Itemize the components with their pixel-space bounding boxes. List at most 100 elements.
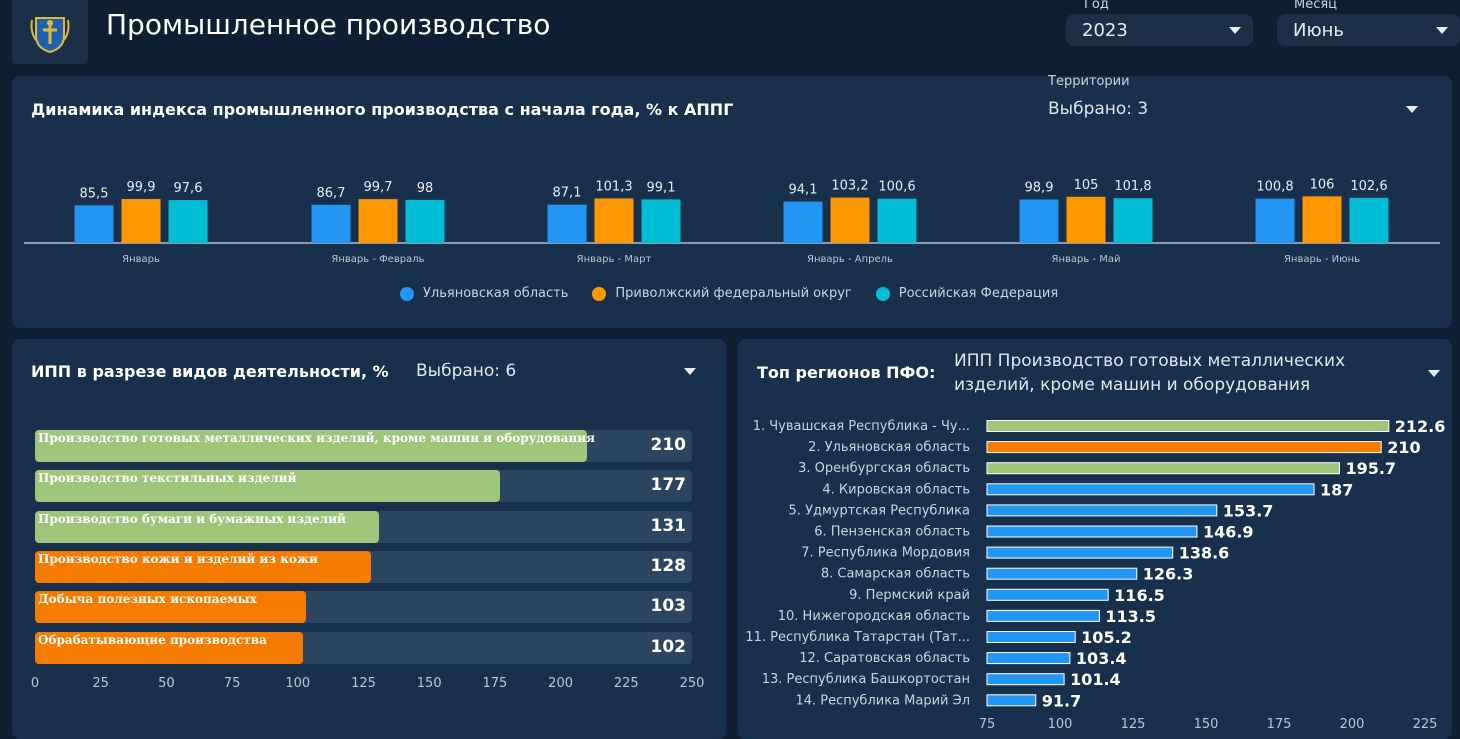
region-bar[interactable] xyxy=(986,441,1382,454)
region-bar[interactable] xyxy=(986,504,1218,517)
column-bar[interactable] xyxy=(877,198,917,243)
column-data-label: 97,6 xyxy=(174,181,203,196)
legend-item-rf[interactable]: Российская Федерация xyxy=(875,286,1058,301)
column-data-label: 101,3 xyxy=(595,179,632,194)
legend-dot xyxy=(875,286,890,301)
ipp-dynamics-chart: 85,5 99,9 97,6 Январь 86,7 99,7 98 Январь - Фев… xyxy=(24,177,1440,265)
activity-bar-row[interactable]: Производство бумаги и бумажных изделий 13… xyxy=(35,510,692,543)
activity-bar[interactable] xyxy=(35,430,587,462)
column-bar[interactable] xyxy=(405,199,445,243)
x-tick-label: 250 xyxy=(679,676,705,691)
column-data-label: 94,1 xyxy=(789,183,818,198)
x-tick-label: 225 xyxy=(613,676,639,691)
region-bar[interactable] xyxy=(986,631,1076,643)
region-label: 8. Самарская область xyxy=(821,567,970,582)
activity-types-select-value: Выбрано: 6 xyxy=(416,361,517,381)
legend-item-pfo[interactable]: Приволжский федеральный округ xyxy=(592,286,852,301)
column-data-label: 102,6 xyxy=(1350,179,1387,194)
column-bar[interactable] xyxy=(1019,199,1059,243)
x-tick-label: 100 xyxy=(285,676,311,691)
region-bar[interactable] xyxy=(986,609,1100,622)
column-bar[interactable] xyxy=(168,200,208,243)
column-bar[interactable] xyxy=(1349,197,1389,243)
column-bar[interactable] xyxy=(1066,196,1106,243)
activity-bar[interactable] xyxy=(35,470,501,503)
region-label: 9. Пермский край xyxy=(849,588,970,603)
top-regions-panel xyxy=(738,339,1452,739)
column-data-label: 106 xyxy=(1310,177,1335,192)
ipp-dynamics-title: Динамика индекса промышленного производс… xyxy=(31,100,734,119)
region-value: 138.6 xyxy=(1179,544,1230,563)
top-regions-select[interactable]: ИПП Производство готовых металлических и… xyxy=(954,348,1440,398)
region-label: 10. Нижегородская область xyxy=(778,609,970,624)
activity-bar-row[interactable]: Производство кожи и изделий из кожи 128 xyxy=(35,550,692,583)
year-select[interactable]: 2023 xyxy=(1066,14,1253,46)
column-bar[interactable] xyxy=(358,199,398,243)
top-regions-chart: 1. Чувашская Республика - Чу... 212.6 2. У… xyxy=(745,417,1445,730)
x-tick-label: 25 xyxy=(92,676,109,691)
region-label: 11. Республика Татарстан (Тат... xyxy=(745,630,970,645)
column-data-label: 85,5 xyxy=(80,186,109,201)
column-data-label: 99,1 xyxy=(647,180,676,195)
territories-select-value: Выбрано: 3 xyxy=(1048,99,1149,119)
region-label: 4. Кировская область xyxy=(822,482,970,497)
activity-types-select[interactable]: Выбрано: 6 xyxy=(416,358,700,384)
region-bar[interactable] xyxy=(986,673,1065,686)
x-tick-label: 50 xyxy=(158,676,175,691)
column-data-label: 87,1 xyxy=(553,186,582,201)
region-bar[interactable] xyxy=(986,546,1174,559)
region-bar[interactable] xyxy=(986,462,1340,475)
logo xyxy=(12,0,88,64)
activity-bar[interactable] xyxy=(35,550,372,583)
year-filter-label: Год xyxy=(1084,0,1109,12)
legend-item-ulyanovsk[interactable]: Ульяновская область xyxy=(400,286,568,301)
activity-bar-row[interactable]: Производство текстильных изделий 177 xyxy=(35,470,692,503)
activity-bar-value: 131 xyxy=(650,515,687,536)
activity-bar[interactable] xyxy=(35,591,306,624)
region-value: 153.7 xyxy=(1223,501,1274,520)
chevron-down-icon xyxy=(1229,26,1241,34)
activity-types-title: ИПП в разрезе видов деятельности, % xyxy=(31,362,389,381)
activity-bar-row[interactable]: Производство готовых металлических издел… xyxy=(35,430,692,462)
region-bar[interactable] xyxy=(986,588,1109,601)
x-tick-label: 150 xyxy=(1194,717,1219,730)
region-value: 101.4 xyxy=(1070,670,1121,689)
region-label: 3. Оренбургская область xyxy=(798,461,970,476)
activity-bar-value: 177 xyxy=(650,475,687,496)
region-bar[interactable] xyxy=(986,420,1390,432)
region-bar[interactable] xyxy=(986,567,1138,580)
region-bar[interactable] xyxy=(986,483,1315,496)
column-bar[interactable] xyxy=(594,198,634,243)
x-tick-label: 175 xyxy=(1267,717,1292,730)
column-data-label: 100,8 xyxy=(1256,180,1293,195)
region-value: 126.3 xyxy=(1143,565,1194,584)
activity-bar[interactable] xyxy=(35,631,304,664)
region-bar[interactable] xyxy=(986,525,1198,538)
column-bar[interactable] xyxy=(1255,198,1295,243)
region-label: 12. Саратовская область xyxy=(799,651,970,666)
region-bar[interactable] xyxy=(986,652,1071,665)
month-select[interactable]: Июнь xyxy=(1277,14,1460,46)
region-value: 210 xyxy=(1387,438,1420,457)
column-bar[interactable] xyxy=(830,197,870,243)
column-bar[interactable] xyxy=(547,204,587,243)
x-tick-label: 75 xyxy=(979,717,996,730)
activity-bar-row[interactable]: Добыча полезных ископаемых 103 xyxy=(35,591,692,624)
column-bar[interactable] xyxy=(121,199,161,243)
column-bar[interactable] xyxy=(1302,196,1342,243)
activity-bar-row[interactable]: Обрабатывающие производства 102 xyxy=(35,631,692,664)
region-bar[interactable] xyxy=(986,694,1037,707)
column-bar[interactable] xyxy=(74,205,114,243)
legend-dot xyxy=(400,286,414,301)
column-bar[interactable] xyxy=(311,204,351,243)
column-bar[interactable] xyxy=(641,199,681,243)
region-label: 14. Республика Марий Эл xyxy=(795,693,970,708)
x-tick-label: 175 xyxy=(482,676,508,691)
column-bar[interactable] xyxy=(783,201,823,243)
region-value: 105.2 xyxy=(1081,628,1132,647)
ipp-dynamics-legend: Ульяновская область Приволжский федераль… xyxy=(400,286,1058,301)
column-data-label: 99,9 xyxy=(127,180,156,195)
column-bar[interactable] xyxy=(1113,198,1153,243)
activity-bar[interactable] xyxy=(35,510,380,543)
territories-select[interactable]: Выбрано: 3 xyxy=(1048,96,1418,122)
